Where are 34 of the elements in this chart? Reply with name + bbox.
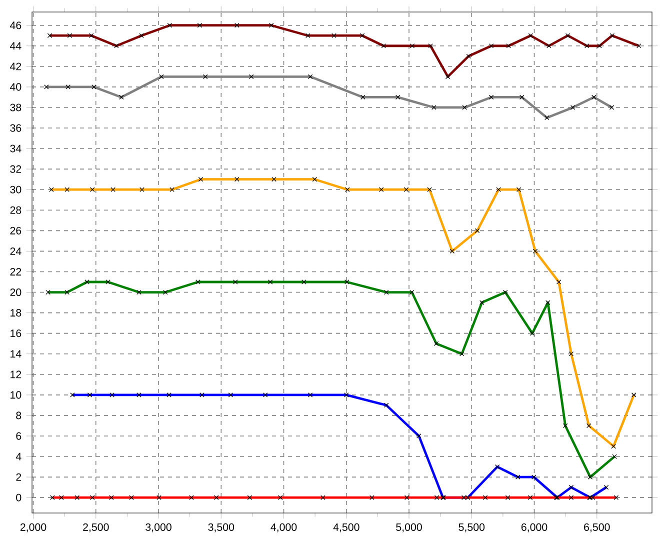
y-tick-label: 20 bbox=[10, 288, 22, 296]
x-tick-label: 5,500 bbox=[458, 523, 485, 532]
y-tick-label: 24 bbox=[10, 247, 22, 255]
y-tick-label: 6 bbox=[16, 432, 22, 440]
y-tick-label: 14 bbox=[10, 350, 22, 358]
x-tick-label: 5,000 bbox=[396, 523, 422, 532]
y-tick-label: 30 bbox=[10, 186, 22, 194]
y-tick-label: 8 bbox=[16, 412, 22, 420]
y-tick-label: 32 bbox=[10, 165, 22, 173]
y-tick-label: 0 bbox=[16, 494, 22, 502]
y-tick-label: 26 bbox=[10, 226, 22, 234]
x-tick-label: 3,000 bbox=[146, 523, 172, 532]
y-tick-label: 18 bbox=[10, 309, 22, 317]
y-tick-label: 38 bbox=[10, 104, 22, 112]
y-tick-label: 4 bbox=[16, 452, 22, 460]
y-tick-label: 42 bbox=[10, 62, 22, 70]
y-tick-label: 36 bbox=[10, 124, 22, 132]
x-tick-label: 4,000 bbox=[270, 523, 297, 532]
y-tick-label: 2 bbox=[16, 473, 22, 481]
x-tick-label: 6,500 bbox=[584, 523, 610, 532]
y-tick-label: 12 bbox=[10, 370, 22, 378]
y-tick-label: 10 bbox=[10, 391, 22, 399]
y-tick-label: 46 bbox=[10, 22, 22, 30]
y-tick-label: 44 bbox=[10, 42, 22, 50]
y-tick-label: 22 bbox=[10, 268, 22, 276]
y-tick-label: 34 bbox=[10, 144, 22, 152]
y-tick-label: 40 bbox=[10, 83, 22, 91]
x-tick-label: 4,500 bbox=[333, 523, 360, 532]
y-tick-label: 16 bbox=[10, 330, 22, 338]
x-tick-label: 2,000 bbox=[20, 523, 46, 532]
x-tick-label: 6,000 bbox=[521, 523, 548, 532]
x-tick-label: 2,500 bbox=[83, 523, 109, 532]
x-tick-label: 3,500 bbox=[208, 523, 234, 532]
y-tick-label: 28 bbox=[10, 206, 22, 214]
